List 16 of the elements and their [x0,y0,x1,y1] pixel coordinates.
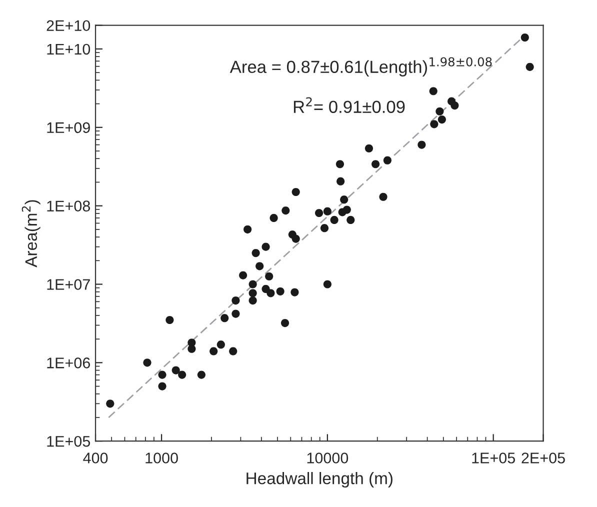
y-tick-label: 1E+07 [47,279,90,290]
y-tick-label: 1E+09 [47,122,90,134]
x-axis-title: Headwall length (m) [246,472,392,488]
x-tick-label: 400 [83,452,108,464]
annotation: R$^{2}$= 0.91±0.09 [294,97,405,114]
y-tick-label: 1E+06 [47,358,90,368]
y-tick-label: 1E+05 [47,436,90,447]
x-tick-label: 1000 [146,452,178,464]
y-tick-label: 1E+08 [47,200,90,212]
x-tick-label: 1E+05 [472,452,515,464]
x-tick-label: 2E+05 [522,452,565,464]
y-axis-title: Area(m$^{2}$) [22,200,40,268]
y-tick-label: 1E+10 [47,44,90,55]
x-tick-label: 10000 [307,452,348,464]
y-tick-label: 2E+10 [46,20,90,32]
annotation: Area = 0.87±0.61(Length)$^{1.98±0.08}$ [230,57,492,76]
